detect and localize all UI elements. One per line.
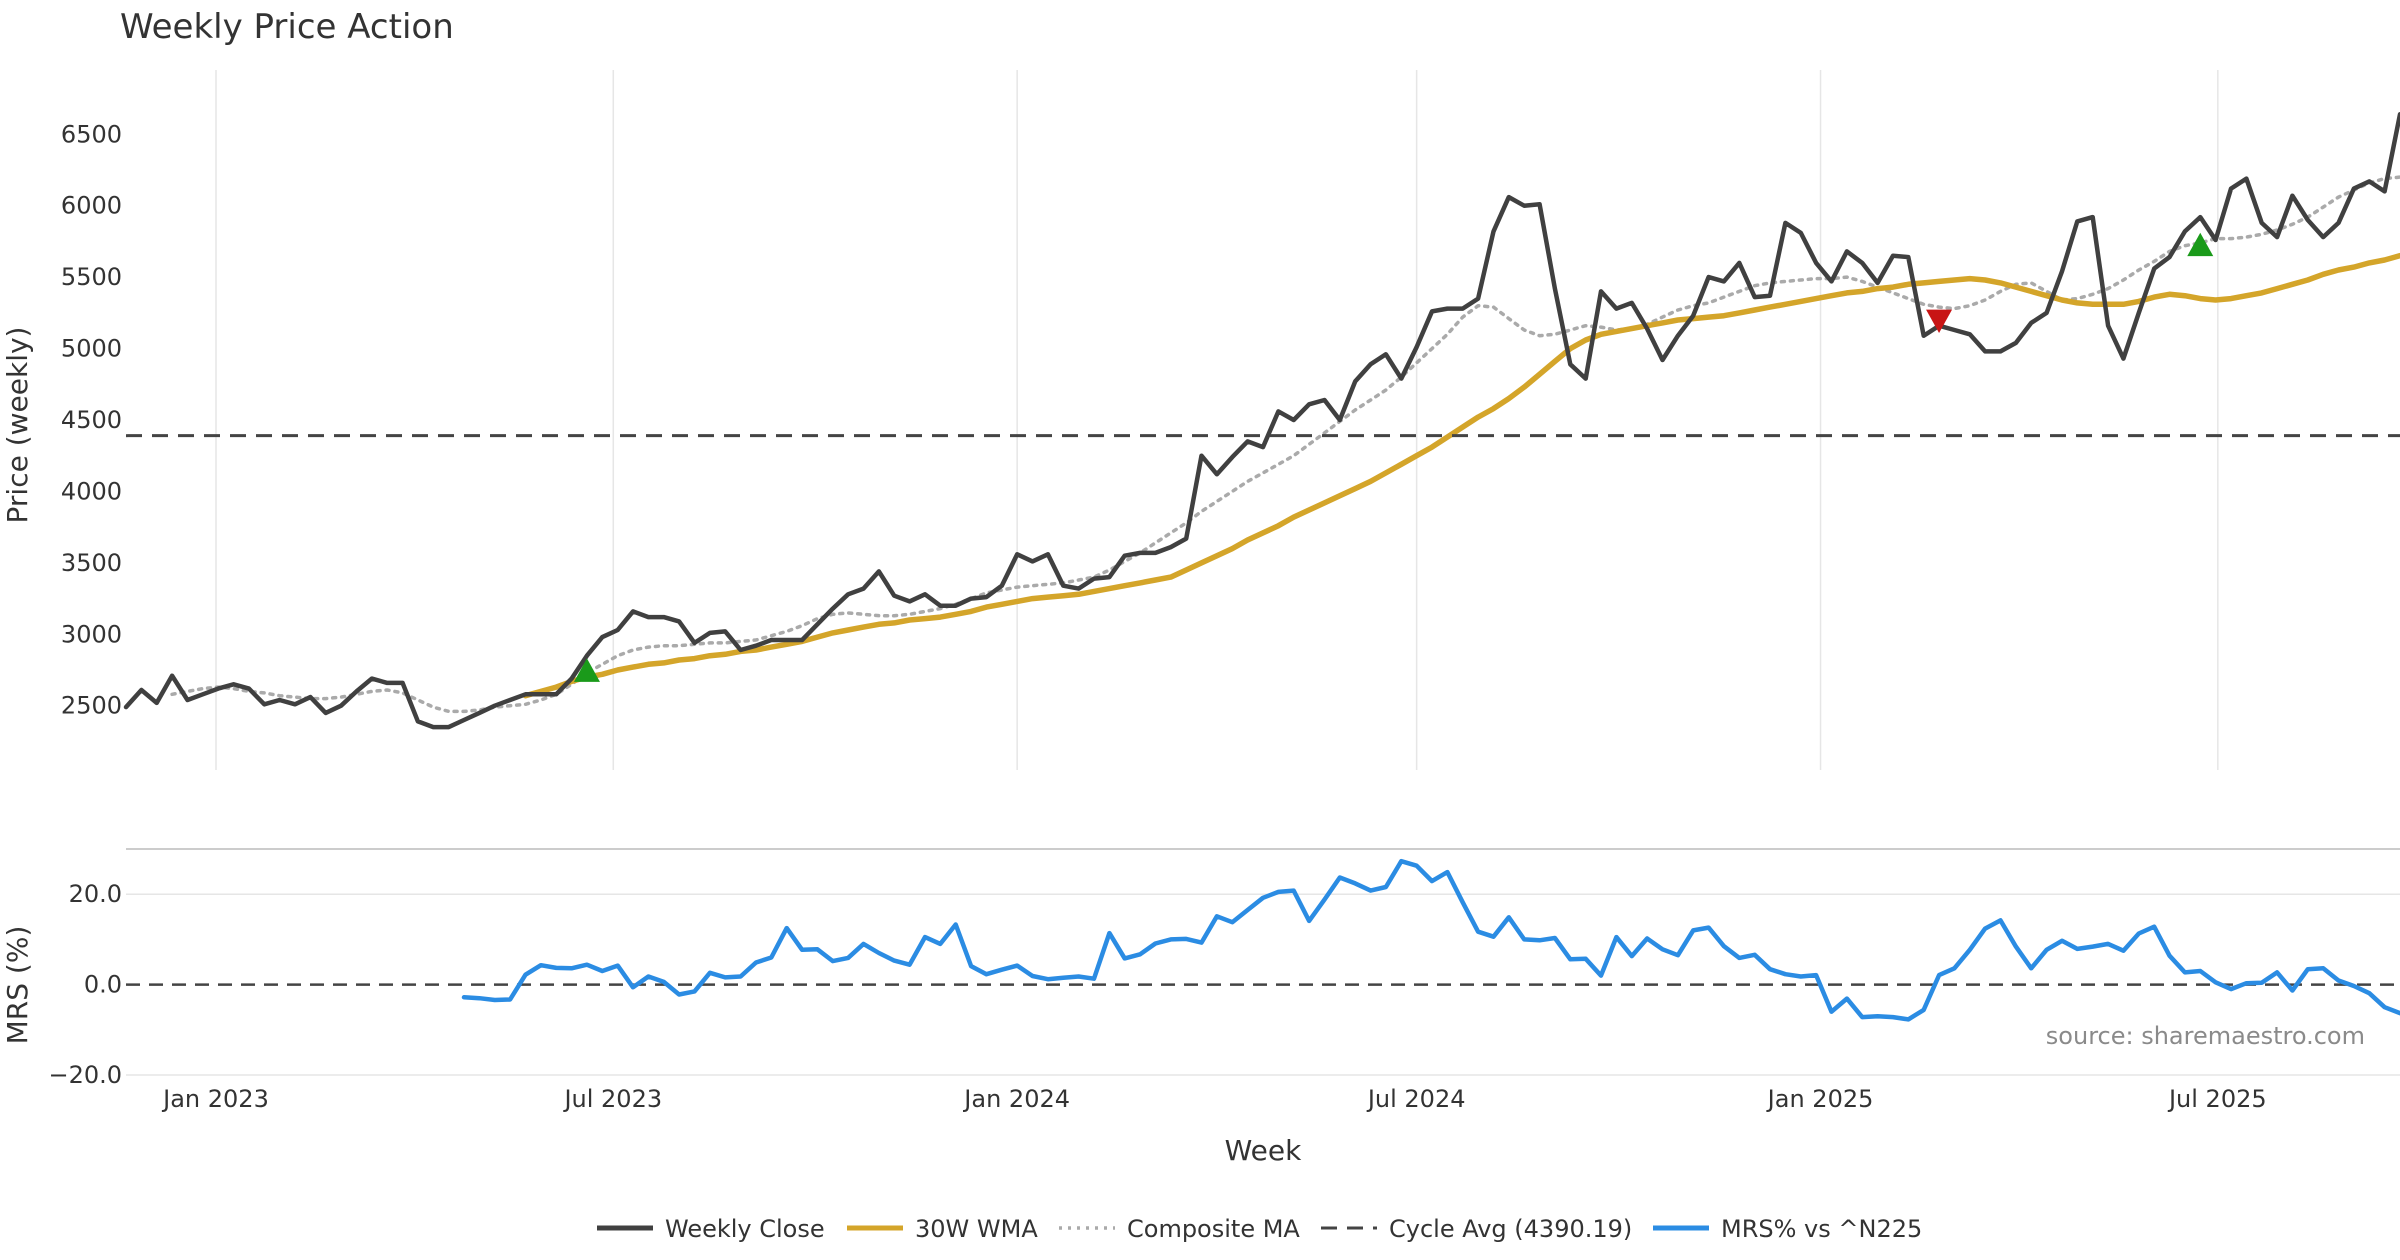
price-y-tick-label: 6500 bbox=[61, 120, 122, 148]
price-signals bbox=[573, 232, 2214, 682]
price-y-tick-label: 3500 bbox=[61, 549, 122, 577]
chart-title: Weekly Price Action bbox=[120, 7, 454, 47]
price-y-tick-label: 2500 bbox=[61, 692, 122, 720]
price-gridlines bbox=[215, 70, 2219, 770]
mrs-y-tick-label: 20.0 bbox=[69, 880, 122, 908]
legend-label: 30W WMA bbox=[915, 1215, 1038, 1243]
x-tick-label: Jan 2025 bbox=[1766, 1085, 1874, 1113]
mrs-y-tick-label: 0.0 bbox=[84, 971, 122, 999]
mrs-y-axis-label: MRS (%) bbox=[1, 926, 34, 1045]
price-y-ticks: 2500 3000 3500 4000 4500 5000 5500 6000 6500 bbox=[61, 120, 122, 719]
weekly-close-line bbox=[123, 112, 2400, 730]
price-y-tick-label: 5500 bbox=[61, 263, 122, 291]
buy-signal-marker bbox=[573, 658, 600, 682]
buy-signal-marker bbox=[2187, 232, 2214, 257]
x-tick-label: Jul 2024 bbox=[1366, 1085, 1466, 1113]
mrs-series bbox=[461, 858, 2400, 1022]
price-y-tick-label: 4500 bbox=[61, 406, 122, 434]
legend-label: Weekly Close bbox=[665, 1215, 825, 1243]
price-y-tick-label: 3000 bbox=[61, 620, 122, 648]
x-tick-label: Jan 2024 bbox=[962, 1085, 1070, 1113]
x-ticks: Jan 2023 Jul 2023 Jan 2024 Jul 2024 Jan 2025… bbox=[161, 1085, 2267, 1113]
mrs-gridlines bbox=[126, 893, 2400, 1076]
legend-label: Cycle Avg (4390.19) bbox=[1389, 1215, 1632, 1243]
price-y-tick-label: 4000 bbox=[61, 477, 122, 505]
legend: Weekly Close 30W WMA Composite MA Cycle Avg… bbox=[597, 1215, 1922, 1243]
x-tick-label: Jul 2023 bbox=[562, 1085, 662, 1113]
x-tick-label: Jan 2023 bbox=[161, 1085, 269, 1113]
mrs-y-tick-label: −20.0 bbox=[48, 1061, 122, 1089]
x-axis-label: Week bbox=[1225, 1134, 1302, 1167]
price-y-tick-label: 6000 bbox=[61, 192, 122, 220]
legend-label: MRS% vs ^N225 bbox=[1721, 1215, 1922, 1243]
x-tick-label: Jul 2025 bbox=[2167, 1085, 2267, 1113]
legend-label: Composite MA bbox=[1127, 1215, 1300, 1243]
price-y-axis-label: Price (weekly) bbox=[1, 327, 34, 524]
wma-30w-line bbox=[522, 252, 2400, 699]
mrs-y-ticks: 20.0 0.0 −20.0 bbox=[48, 880, 122, 1089]
price-y-tick-label: 5000 bbox=[61, 335, 122, 363]
price-series bbox=[123, 112, 2400, 730]
mrs-line bbox=[461, 858, 2400, 1022]
sell-signal-marker bbox=[1926, 309, 1953, 333]
source-annotation: source: sharemaestro.com bbox=[2046, 1022, 2365, 1050]
composite-ma-line bbox=[170, 175, 2400, 714]
